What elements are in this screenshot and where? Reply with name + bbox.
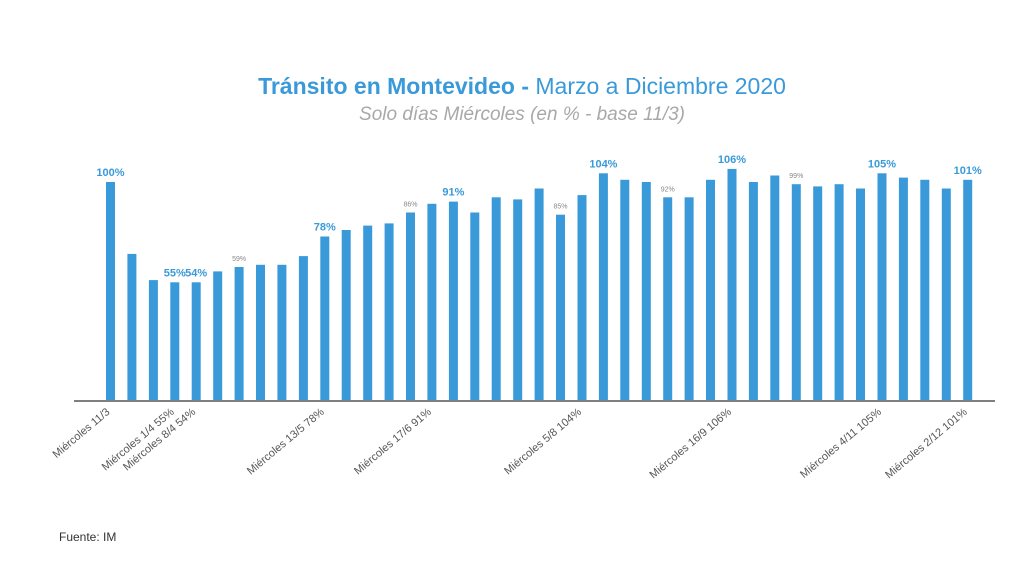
chart-title: Tránsito en Montevideo - Marzo a Diciemb… (258, 73, 786, 99)
bar (963, 179, 973, 400)
bar (534, 188, 544, 400)
data-label: 55% (164, 267, 186, 279)
chart-title-wrap: Tránsito en Montevideo - Marzo a Diciemb… (0, 73, 1024, 100)
data-label: 99% (789, 173, 803, 180)
chart-title-bold: Tránsito en Montevideo - (258, 73, 529, 99)
bar (127, 253, 137, 400)
data-label: 100% (96, 167, 124, 179)
data-label: 92% (661, 186, 675, 193)
bar (320, 236, 330, 400)
data-label: 59% (232, 256, 246, 263)
data-label: 78% (314, 222, 336, 234)
data-label: 86% (403, 202, 417, 209)
bar (341, 230, 351, 400)
bar (448, 201, 458, 400)
bar (727, 168, 737, 400)
data-label: 101% (954, 165, 982, 177)
x-tick-label: Miércoles 13/5 78% (245, 406, 327, 477)
bar (898, 177, 908, 400)
x-tick-label: Miércoles 5/8 104% (502, 406, 584, 477)
bar (491, 197, 501, 400)
bar (470, 212, 480, 400)
x-tick-label: Miércoles 17/6 91% (352, 406, 434, 477)
bar (856, 188, 865, 400)
bar (384, 223, 394, 400)
bar (684, 197, 694, 400)
bar (663, 197, 673, 400)
bar (770, 175, 780, 400)
chart-title-regular: Marzo a Diciembre 2020 (528, 73, 786, 99)
bar (191, 282, 201, 400)
data-label: 54% (185, 267, 207, 279)
bar (170, 282, 180, 400)
x-tick-label: Miércoles 2/12 101% (883, 406, 970, 481)
bar (234, 267, 244, 400)
bar (256, 264, 265, 400)
x-tick-label: Miércoles 4/11 105% (798, 406, 884, 481)
data-label: 85% (553, 204, 567, 211)
bar (620, 179, 630, 400)
bar (148, 280, 158, 400)
bar (598, 173, 608, 400)
bar (641, 182, 651, 400)
bar (748, 182, 758, 400)
bar (706, 179, 715, 400)
chart-subtitle-wrap: Solo días Miércoles (en % - base 11/3) (0, 104, 1024, 126)
x-tick-label: Miércoles 16/9 106% (648, 406, 735, 481)
bar (834, 184, 844, 400)
chart-subtitle: Solo días Miércoles (en % - base 11/3) (359, 104, 685, 125)
data-label: 106% (718, 154, 746, 166)
bar (106, 182, 115, 400)
source-note: Fuente: IM (59, 530, 117, 544)
bar (556, 214, 565, 400)
x-tick-label: Miércoles 11/3 (51, 406, 113, 461)
bar (813, 186, 823, 400)
bar (363, 225, 373, 400)
bar (877, 173, 887, 400)
bar (277, 264, 287, 400)
data-label: 91% (442, 187, 464, 199)
bar (791, 184, 801, 400)
bar (406, 212, 415, 400)
data-label: 105% (868, 158, 896, 170)
bar (941, 188, 951, 400)
bar (577, 195, 587, 400)
bar (298, 256, 308, 400)
bar (427, 203, 437, 400)
bar (213, 271, 223, 400)
data-label: 104% (589, 158, 617, 170)
bar (920, 179, 930, 400)
bar (513, 199, 523, 400)
